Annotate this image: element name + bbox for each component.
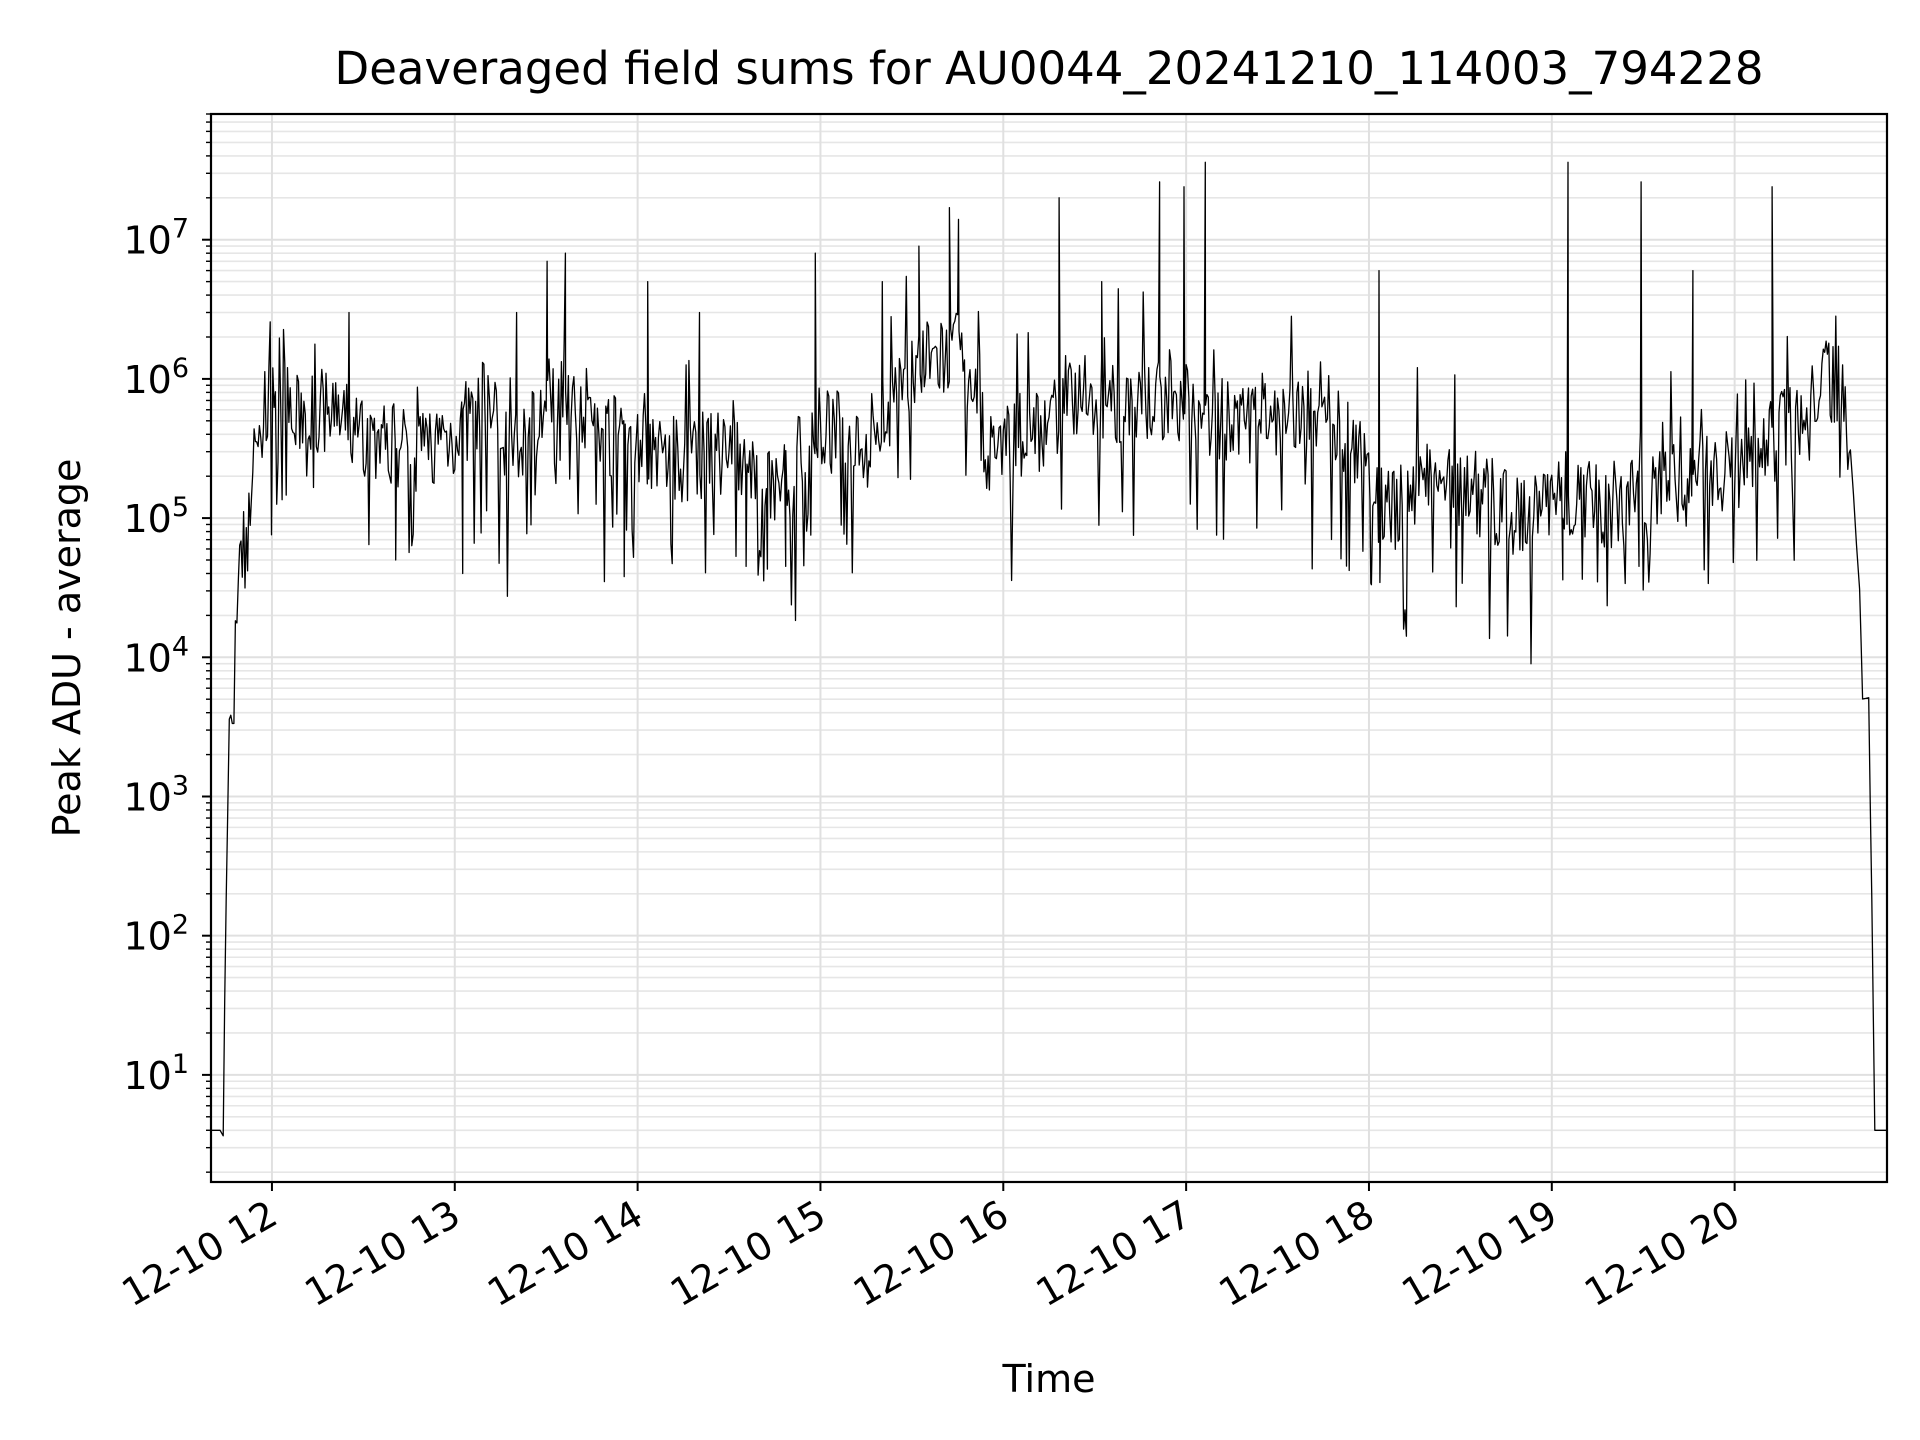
chart-title: Deaveraged field sums for AU0044_2024121… xyxy=(335,42,1764,95)
x-tick-label: 12-10 12 xyxy=(114,1192,284,1316)
y-tick-label: 102 xyxy=(123,910,189,959)
y-tick-label: 107 xyxy=(123,214,189,263)
x-tick-label: 12-10 19 xyxy=(1394,1192,1564,1316)
x-tick-label: 12-10 14 xyxy=(480,1192,650,1316)
x-tick-label: 12-10 16 xyxy=(846,1192,1016,1316)
y-tick-exponent: 7 xyxy=(172,214,189,245)
x-tick-label: 12-10 20 xyxy=(1577,1192,1747,1316)
y-tick-label: 106 xyxy=(123,353,189,402)
y-tick-exponent: 3 xyxy=(172,770,189,801)
y-tick-label: 103 xyxy=(123,770,189,819)
y-tick-exponent: 4 xyxy=(172,631,189,662)
x-tick-label: 12-10 17 xyxy=(1029,1192,1199,1316)
y-tick-exponent: 2 xyxy=(172,910,189,941)
y-tick-label: 105 xyxy=(123,492,189,541)
y-tick-label: 101 xyxy=(123,1049,189,1098)
y-axis-label: Peak ADU - average xyxy=(45,459,89,838)
x-axis-label: Time xyxy=(1002,1357,1096,1401)
y-tick-label: 104 xyxy=(123,631,189,680)
y-tick-exponent: 5 xyxy=(172,492,189,523)
x-axis: 12-10 12 12-10 13 12-10 14 12-10 15 12-10 16… xyxy=(114,1182,1747,1315)
grid xyxy=(211,113,1887,1182)
x-tick-label: 12-10 18 xyxy=(1211,1192,1381,1316)
series-layer xyxy=(211,161,1887,1137)
y-axis: 101 102 103 104 105 106 107 xyxy=(123,113,211,1173)
series-line xyxy=(211,161,1887,1137)
y-tick-exponent: 6 xyxy=(172,353,189,384)
y-tick-exponent: 1 xyxy=(172,1049,189,1080)
plot-frame xyxy=(209,112,1889,1184)
x-tick-label: 12-10 13 xyxy=(297,1192,467,1316)
x-tick-label: 12-10 15 xyxy=(663,1192,833,1316)
